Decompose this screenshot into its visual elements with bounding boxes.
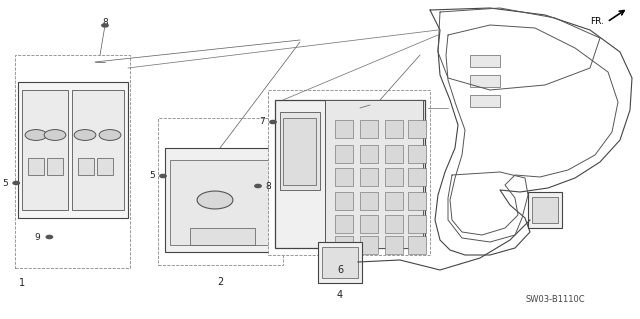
Bar <box>360 215 378 233</box>
Circle shape <box>99 130 121 140</box>
Circle shape <box>13 182 19 185</box>
Bar <box>385 236 403 254</box>
Bar <box>322 247 358 278</box>
Bar <box>408 215 426 233</box>
Bar <box>318 242 362 283</box>
Bar <box>283 118 316 185</box>
Bar <box>360 120 378 138</box>
Bar <box>275 100 425 248</box>
Bar <box>385 168 403 186</box>
Circle shape <box>160 174 166 178</box>
Bar <box>170 160 275 245</box>
Text: 4: 4 <box>337 290 343 300</box>
Bar <box>408 120 426 138</box>
Bar <box>335 145 353 163</box>
Bar <box>335 215 353 233</box>
Bar <box>470 95 500 107</box>
Text: FR.: FR. <box>590 18 604 26</box>
Text: 9: 9 <box>34 233 40 241</box>
Bar <box>97 158 113 175</box>
Bar <box>528 192 562 228</box>
Bar <box>408 145 426 163</box>
Text: 1: 1 <box>19 278 25 288</box>
Circle shape <box>270 120 276 123</box>
Bar <box>385 215 403 233</box>
Bar <box>72 90 124 210</box>
Bar <box>22 90 68 210</box>
Text: 7: 7 <box>259 117 265 127</box>
Bar <box>15 55 130 268</box>
Bar <box>158 118 283 265</box>
Text: 8: 8 <box>102 18 108 27</box>
Circle shape <box>25 130 47 140</box>
Bar <box>325 100 423 248</box>
Bar <box>360 145 378 163</box>
Bar <box>408 168 426 186</box>
Bar <box>78 158 94 175</box>
Text: 5: 5 <box>2 179 8 188</box>
Circle shape <box>197 191 233 209</box>
Bar <box>408 192 426 210</box>
Circle shape <box>255 184 261 188</box>
Bar <box>385 120 403 138</box>
Bar <box>165 148 278 252</box>
Bar <box>360 192 378 210</box>
Text: 6: 6 <box>337 265 343 275</box>
Circle shape <box>74 130 96 140</box>
Circle shape <box>46 235 52 239</box>
Text: 2: 2 <box>217 277 223 287</box>
Bar <box>408 236 426 254</box>
Bar <box>335 236 353 254</box>
Circle shape <box>44 130 66 140</box>
Bar <box>470 55 500 67</box>
Bar <box>47 158 63 175</box>
Bar <box>28 158 44 175</box>
Text: SW03-B1110C: SW03-B1110C <box>525 295 585 305</box>
Bar <box>18 82 128 218</box>
Bar <box>335 168 353 186</box>
Bar <box>280 112 320 190</box>
Bar <box>335 192 353 210</box>
Circle shape <box>102 24 108 27</box>
Bar <box>532 197 558 223</box>
Bar <box>385 192 403 210</box>
Bar <box>190 228 255 245</box>
Bar <box>268 90 430 255</box>
Bar <box>360 168 378 186</box>
Text: 5: 5 <box>149 172 155 181</box>
Text: 8: 8 <box>265 182 271 190</box>
Bar <box>385 145 403 163</box>
Bar <box>335 120 353 138</box>
Bar <box>360 236 378 254</box>
Bar <box>470 75 500 87</box>
